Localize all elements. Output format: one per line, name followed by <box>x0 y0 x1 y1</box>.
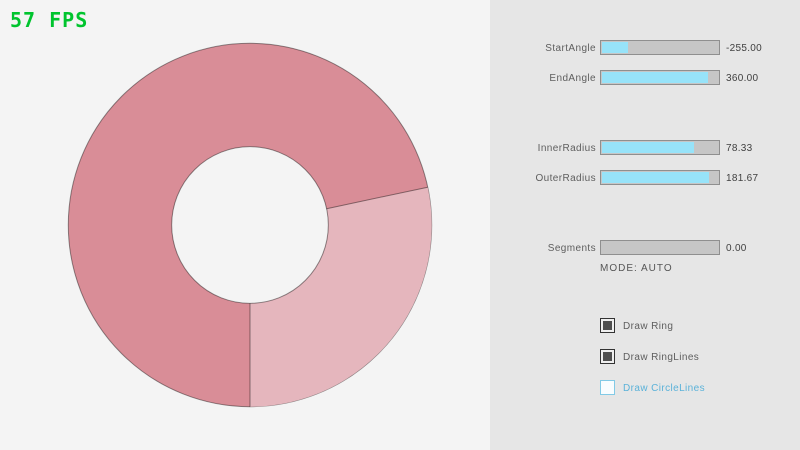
outer-radius-value: 181.67 <box>726 173 759 184</box>
slider-row: Segments 0.00 <box>490 240 800 256</box>
slider-fill <box>602 72 709 83</box>
fps-counter: 57 FPS <box>10 8 89 32</box>
start-angle-label: StartAngle <box>545 43 596 54</box>
end-angle-slider[interactable] <box>600 70 720 85</box>
inner-radius-label: InnerRadius <box>537 143 596 154</box>
inner-radius-slider[interactable] <box>600 140 720 155</box>
draw-circlelines-label: Draw CircleLines <box>623 383 705 394</box>
ring-chart <box>67 42 433 408</box>
ring-boundary-line-right <box>326 186 428 210</box>
segments-label: Segments <box>547 243 596 254</box>
end-angle-label: EndAngle <box>549 73 596 84</box>
segments-mode-text: MODE: AUTO <box>600 263 673 274</box>
draw-ringlines-label: Draw RingLines <box>623 352 700 363</box>
segments-value: 0.00 <box>726 243 747 254</box>
slider-fill <box>602 42 628 53</box>
end-angle-value: 360.00 <box>726 73 759 84</box>
draw-ringlines-checkbox[interactable] <box>600 349 615 364</box>
ring-inner-circle <box>171 146 329 304</box>
outer-radius-slider[interactable] <box>600 170 720 185</box>
inner-radius-value: 78.33 <box>726 143 753 154</box>
slider-row: OuterRadius 181.67 <box>490 170 800 186</box>
ring-light-sector <box>250 187 432 407</box>
start-angle-slider[interactable] <box>600 40 720 55</box>
slider-fill <box>602 142 695 153</box>
slider-row: InnerRadius 78.33 <box>490 140 800 156</box>
draw-ring-label: Draw Ring <box>623 321 674 332</box>
slider-fill <box>602 172 710 183</box>
start-angle-value: -255.00 <box>726 43 763 54</box>
slider-row: StartAngle -255.00 <box>490 40 800 56</box>
slider-row: EndAngle 360.00 <box>490 70 800 86</box>
outer-radius-label: OuterRadius <box>535 173 596 184</box>
controls-panel: StartAngle -255.00 EndAngle 360.00 Inner… <box>490 0 800 450</box>
draw-ring-checkbox[interactable] <box>600 318 615 333</box>
segments-slider[interactable] <box>600 240 720 255</box>
draw-circlelines-checkbox[interactable] <box>600 380 615 395</box>
